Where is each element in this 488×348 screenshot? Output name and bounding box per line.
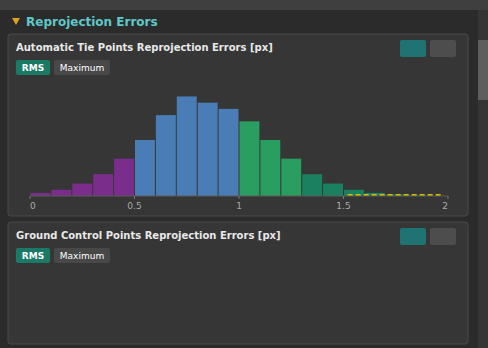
histogram-bar: [135, 140, 155, 196]
x-tick-label: 1.5: [336, 201, 350, 211]
histogram-bar: [281, 159, 301, 196]
maximum-button[interactable]: [54, 248, 110, 263]
plot-marks: [31, 96, 444, 196]
histogram-bar: [219, 109, 239, 196]
histogram-bar: [344, 190, 364, 196]
rms-button[interactable]: [16, 248, 50, 263]
panel-control-points: [8, 222, 468, 344]
table-icon[interactable]: [430, 40, 456, 57]
section-label: Reprojection Errors: [26, 15, 158, 29]
maximum-button[interactable]: [54, 60, 110, 75]
histogram-bar: [260, 140, 280, 196]
histogram-bar: [302, 174, 322, 196]
chart-icon[interactable]: [400, 228, 426, 245]
x-tick-label: 0.5: [127, 201, 141, 211]
x-tick: [239, 196, 240, 199]
histogram-bar: [51, 190, 71, 196]
background: [0, 0, 488, 348]
rms-button[interactable]: [16, 60, 50, 75]
histogram-bar: [177, 96, 197, 196]
rms-label: RMS: [22, 63, 44, 73]
top-strip: [0, 0, 488, 10]
histogram-bar: [93, 174, 113, 196]
histogram-bar: [114, 159, 134, 196]
histogram-bar: [156, 115, 176, 196]
histogram-bar: [240, 121, 260, 196]
scrollbar: [478, 10, 488, 348]
chart-icon[interactable]: [400, 40, 426, 57]
table-icon[interactable]: [430, 228, 456, 245]
x-tick: [343, 196, 344, 199]
x-tick-label: 2: [442, 201, 448, 211]
collapse-arrow[interactable]: [12, 18, 20, 25]
panel-tie-points: [8, 34, 468, 216]
x-tick: [134, 196, 135, 199]
rms-label: RMS: [22, 251, 44, 261]
scrollbar-thumb[interactable]: [478, 40, 488, 100]
histogram-bar: [72, 184, 92, 196]
maximum-label: Maximum: [60, 63, 104, 73]
panel-title: Ground Control Points Reprojection Error…: [16, 230, 281, 241]
x-tick: [448, 196, 449, 199]
x-tick-label: 0: [30, 201, 36, 211]
panel-title: Automatic Tie Points Reprojection Errors…: [16, 42, 273, 53]
histogram-bar: [198, 103, 218, 196]
x-tick: [30, 196, 31, 199]
histogram-bar: [323, 184, 343, 196]
x-tick-label: 1: [236, 201, 242, 211]
page: Reprojection Errors Automatic Tie Points …: [0, 0, 488, 348]
maximum-label: Maximum: [60, 251, 104, 261]
